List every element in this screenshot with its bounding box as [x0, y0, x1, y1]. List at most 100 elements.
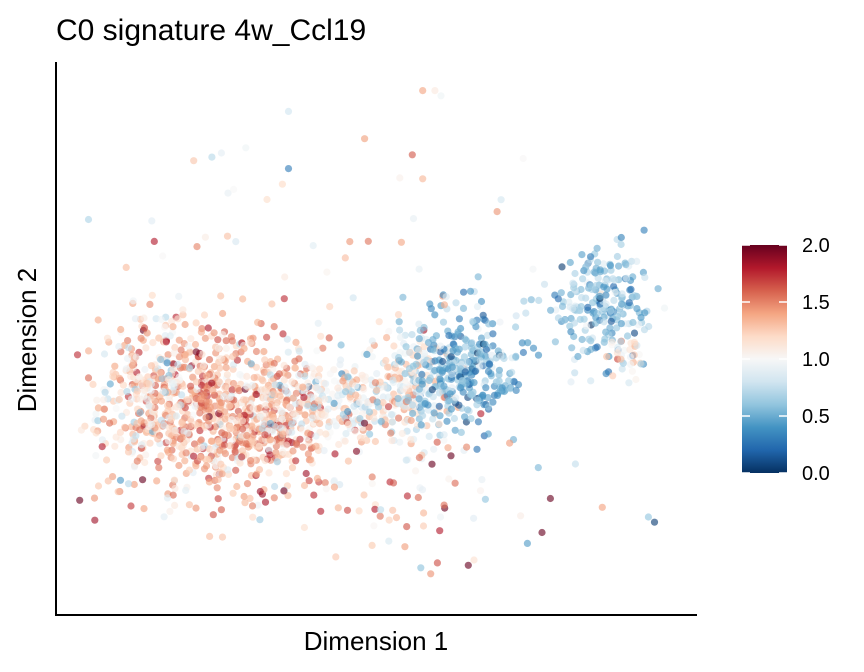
data-point	[206, 403, 214, 411]
data-point	[419, 522, 428, 530]
data-point	[433, 438, 441, 446]
data-point	[390, 342, 398, 350]
data-point	[112, 404, 120, 413]
data-point	[171, 343, 179, 352]
data-point	[497, 196, 505, 204]
data-point	[371, 437, 379, 446]
data-point	[630, 292, 638, 300]
data-point	[190, 157, 198, 165]
data-point	[125, 344, 133, 352]
data-point	[135, 373, 143, 381]
data-point	[206, 532, 214, 541]
data-point	[312, 442, 320, 450]
data-point	[626, 346, 634, 354]
data-point	[255, 442, 263, 450]
data-point	[170, 379, 178, 387]
data-point	[523, 539, 532, 548]
data-point	[137, 334, 145, 342]
data-point	[368, 473, 376, 481]
data-point	[280, 295, 288, 303]
data-point	[320, 447, 328, 455]
data-point	[281, 383, 289, 391]
data-point	[214, 336, 222, 344]
data-point	[547, 306, 555, 314]
data-point	[169, 323, 177, 331]
data-point	[610, 282, 618, 290]
data-point	[232, 417, 241, 425]
data-point	[534, 464, 542, 472]
data-point	[256, 487, 264, 496]
data-point	[476, 487, 485, 495]
data-point	[141, 458, 149, 467]
data-point	[266, 436, 274, 444]
data-point	[138, 441, 146, 449]
data-point	[405, 365, 413, 373]
data-point	[409, 215, 418, 223]
data-point	[431, 357, 439, 365]
data-point	[99, 415, 108, 423]
data-point	[617, 355, 625, 363]
data-point	[382, 356, 390, 365]
data-point	[337, 341, 345, 349]
colorbar-tick-label: 0.5	[802, 406, 830, 428]
data-point	[322, 485, 330, 493]
data-point	[578, 294, 586, 302]
data-point	[436, 342, 445, 350]
data-point	[485, 320, 493, 328]
data-point	[585, 335, 593, 343]
data-point	[482, 384, 490, 392]
data-point	[178, 433, 186, 441]
data-point	[301, 372, 309, 380]
data-point	[567, 328, 575, 336]
data-point	[157, 397, 166, 405]
data-point	[229, 353, 237, 361]
data-point	[596, 268, 605, 276]
data-point	[136, 408, 144, 417]
data-point	[622, 274, 631, 282]
data-point	[571, 460, 580, 468]
data-point	[451, 479, 459, 487]
data-point	[185, 342, 193, 350]
data-point	[419, 87, 427, 95]
data-point	[157, 355, 165, 364]
data-point	[228, 386, 236, 394]
data-point	[403, 523, 411, 531]
data-point	[123, 354, 132, 362]
data-point	[470, 379, 478, 387]
data-point	[213, 484, 221, 492]
data-point	[229, 379, 238, 388]
data-point	[243, 372, 251, 380]
data-point	[418, 370, 426, 378]
data-point	[356, 434, 364, 442]
data-point	[606, 262, 615, 270]
data-point	[408, 331, 416, 339]
data-point	[444, 397, 452, 405]
data-point	[263, 333, 271, 341]
data-point	[463, 443, 471, 451]
data-point	[384, 403, 393, 411]
data-point	[283, 335, 291, 343]
data-point	[613, 324, 621, 332]
data-point	[467, 415, 475, 423]
data-point	[352, 447, 361, 455]
data-point	[508, 368, 516, 376]
data-point	[363, 350, 371, 358]
data-point	[489, 398, 497, 406]
data-point	[94, 316, 102, 324]
data-point	[379, 393, 387, 401]
data-point	[208, 379, 216, 387]
data-point	[574, 352, 582, 361]
data-point	[121, 423, 129, 431]
data-point	[618, 365, 626, 373]
data-point	[623, 332, 632, 340]
data-point	[140, 505, 148, 513]
data-point	[149, 339, 157, 347]
data-point	[248, 423, 256, 431]
data-point	[467, 390, 475, 398]
data-point	[250, 374, 258, 382]
data-point	[395, 414, 403, 422]
data-point	[330, 399, 338, 407]
data-point	[181, 457, 189, 465]
colorbar-tick-label: 0.0	[802, 463, 830, 485]
data-point	[468, 339, 476, 347]
